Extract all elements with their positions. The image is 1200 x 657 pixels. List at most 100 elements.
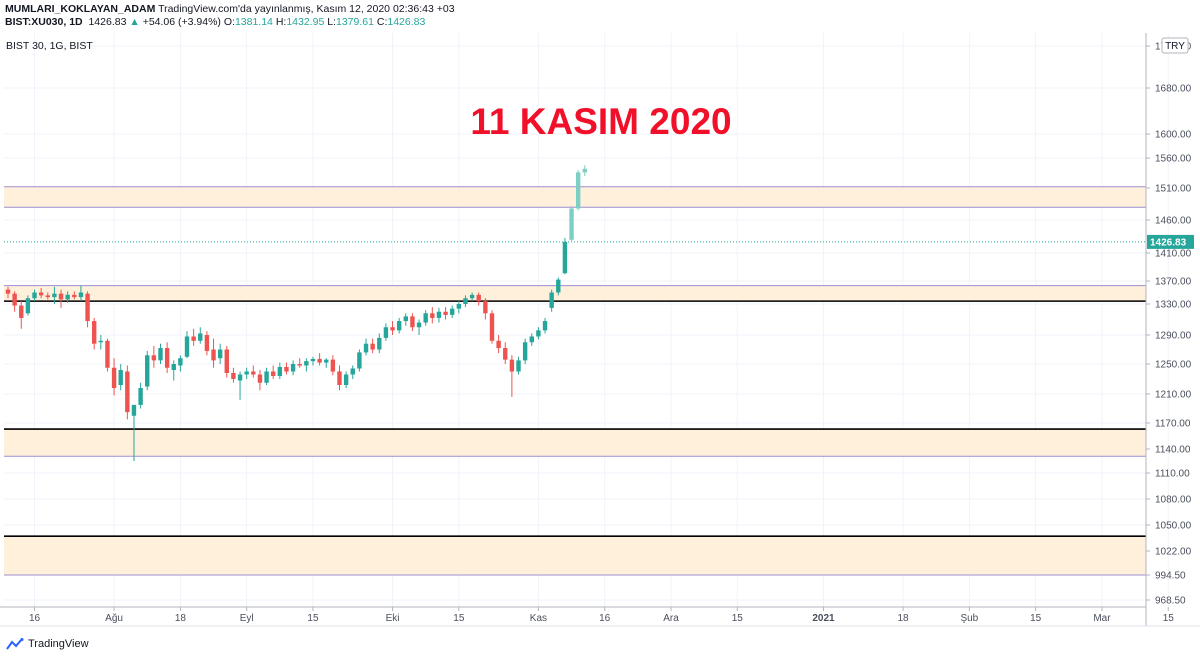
candle-body[interactable] <box>430 313 435 318</box>
support-resistance-zone[interactable] <box>4 536 1146 575</box>
candle-body[interactable] <box>184 336 190 357</box>
candle-body[interactable] <box>237 374 243 381</box>
candle-body[interactable] <box>350 368 355 375</box>
candle-body[interactable] <box>522 342 528 361</box>
candle-body[interactable] <box>509 359 515 372</box>
candle-body[interactable] <box>98 340 104 343</box>
candle-body[interactable] <box>277 367 283 376</box>
candle-body[interactable] <box>118 370 123 385</box>
candle-body[interactable] <box>191 336 196 341</box>
candle-body[interactable] <box>19 305 24 318</box>
candle-body[interactable] <box>231 373 236 379</box>
candle-body[interactable] <box>410 316 415 328</box>
candle-body[interactable] <box>450 308 455 315</box>
candle-body[interactable] <box>72 294 77 298</box>
candle-body[interactable] <box>542 321 548 331</box>
support-resistance-zone[interactable] <box>4 186 1146 208</box>
candle-body[interactable] <box>403 316 408 322</box>
candle-body[interactable] <box>211 349 216 361</box>
candle-body[interactable] <box>145 355 150 387</box>
candle-body[interactable] <box>105 340 110 368</box>
candle-body[interactable] <box>224 349 229 374</box>
candle-body[interactable] <box>45 295 50 298</box>
author-name: MUMLARI_KOKLAYAN_ADAM <box>5 3 156 15</box>
candle-body[interactable] <box>324 359 329 363</box>
candle-body[interactable] <box>251 371 256 375</box>
candle-body[interactable] <box>503 348 508 360</box>
candle-body[interactable] <box>556 279 561 293</box>
candle-body[interactable] <box>131 404 137 416</box>
candle-body[interactable] <box>138 388 143 405</box>
candle-body[interactable] <box>65 294 70 300</box>
candle-body[interactable] <box>456 304 462 309</box>
candle-body[interactable] <box>58 293 64 300</box>
candle-body[interactable] <box>78 292 84 298</box>
candle-body[interactable] <box>562 241 568 274</box>
candle-body[interactable] <box>330 359 336 372</box>
candle-body[interactable] <box>496 340 501 349</box>
candle-body[interactable] <box>158 348 163 361</box>
candle-body[interactable] <box>390 327 395 331</box>
candle-body[interactable] <box>396 321 402 331</box>
support-resistance-zone[interactable] <box>4 285 1146 302</box>
candle-body[interactable] <box>363 343 369 353</box>
candle-body[interactable] <box>370 343 375 350</box>
candle-body[interactable] <box>198 333 203 341</box>
candle-body[interactable] <box>549 292 554 308</box>
support-resistance-zone[interactable] <box>4 429 1146 457</box>
candle-body[interactable] <box>125 371 130 413</box>
candle-body[interactable] <box>257 374 263 383</box>
candle-body[interactable] <box>317 358 322 363</box>
time-axis-label: 18 <box>175 613 187 624</box>
symbol-interval: BIST:XU030, 1D <box>5 16 83 28</box>
candle-body[interactable] <box>463 298 468 304</box>
candle-body[interactable] <box>111 367 117 388</box>
candle-body[interactable] <box>569 208 574 240</box>
candle-body[interactable] <box>483 301 488 314</box>
candle-body[interactable] <box>343 374 349 386</box>
candle-body[interactable] <box>443 311 448 315</box>
candle-body[interactable] <box>377 337 382 350</box>
time-axis-label: 16 <box>29 613 41 624</box>
candle-body[interactable] <box>178 358 183 366</box>
candle-body[interactable] <box>575 172 581 209</box>
candle-body[interactable] <box>12 293 17 306</box>
candle-body[interactable] <box>337 371 342 386</box>
candle-body[interactable] <box>416 322 422 328</box>
candle-body[interactable] <box>469 294 475 299</box>
candle-body[interactable] <box>217 349 223 359</box>
candle-body[interactable] <box>32 292 37 299</box>
currency-badge[interactable] <box>1161 37 1189 54</box>
candle-body[interactable] <box>271 371 276 377</box>
candle-body[interactable] <box>310 358 316 362</box>
candle-body[interactable] <box>284 367 289 372</box>
candle-body[interactable] <box>204 335 210 351</box>
candle-body[interactable] <box>516 360 521 372</box>
candle-body[interactable] <box>151 355 157 361</box>
candle-body[interactable] <box>38 292 44 296</box>
candle-body[interactable] <box>536 330 541 337</box>
candle-body[interactable] <box>244 371 249 375</box>
candle-body[interactable] <box>357 352 362 369</box>
candle-body[interactable] <box>423 313 428 323</box>
candle-body[interactable] <box>489 313 495 341</box>
candle-body[interactable] <box>164 348 170 368</box>
candle-body[interactable] <box>91 321 97 344</box>
candle-body[interactable] <box>5 289 11 294</box>
candle-body[interactable] <box>25 298 31 314</box>
candle-body[interactable] <box>476 294 481 302</box>
candle-body[interactable] <box>304 361 309 366</box>
candle-body[interactable] <box>52 293 57 298</box>
candle-body[interactable] <box>264 371 269 383</box>
candle-body[interactable] <box>529 336 534 343</box>
candle-body[interactable] <box>383 327 389 338</box>
candle-body[interactable] <box>582 168 588 173</box>
candle-body[interactable] <box>171 364 176 370</box>
plot-area[interactable] <box>0 33 1146 607</box>
candle-body[interactable] <box>85 293 90 322</box>
candle-body[interactable] <box>436 311 442 318</box>
close-label: C: <box>376 16 388 28</box>
candle-body[interactable] <box>290 364 296 372</box>
candle-body[interactable] <box>297 364 302 366</box>
